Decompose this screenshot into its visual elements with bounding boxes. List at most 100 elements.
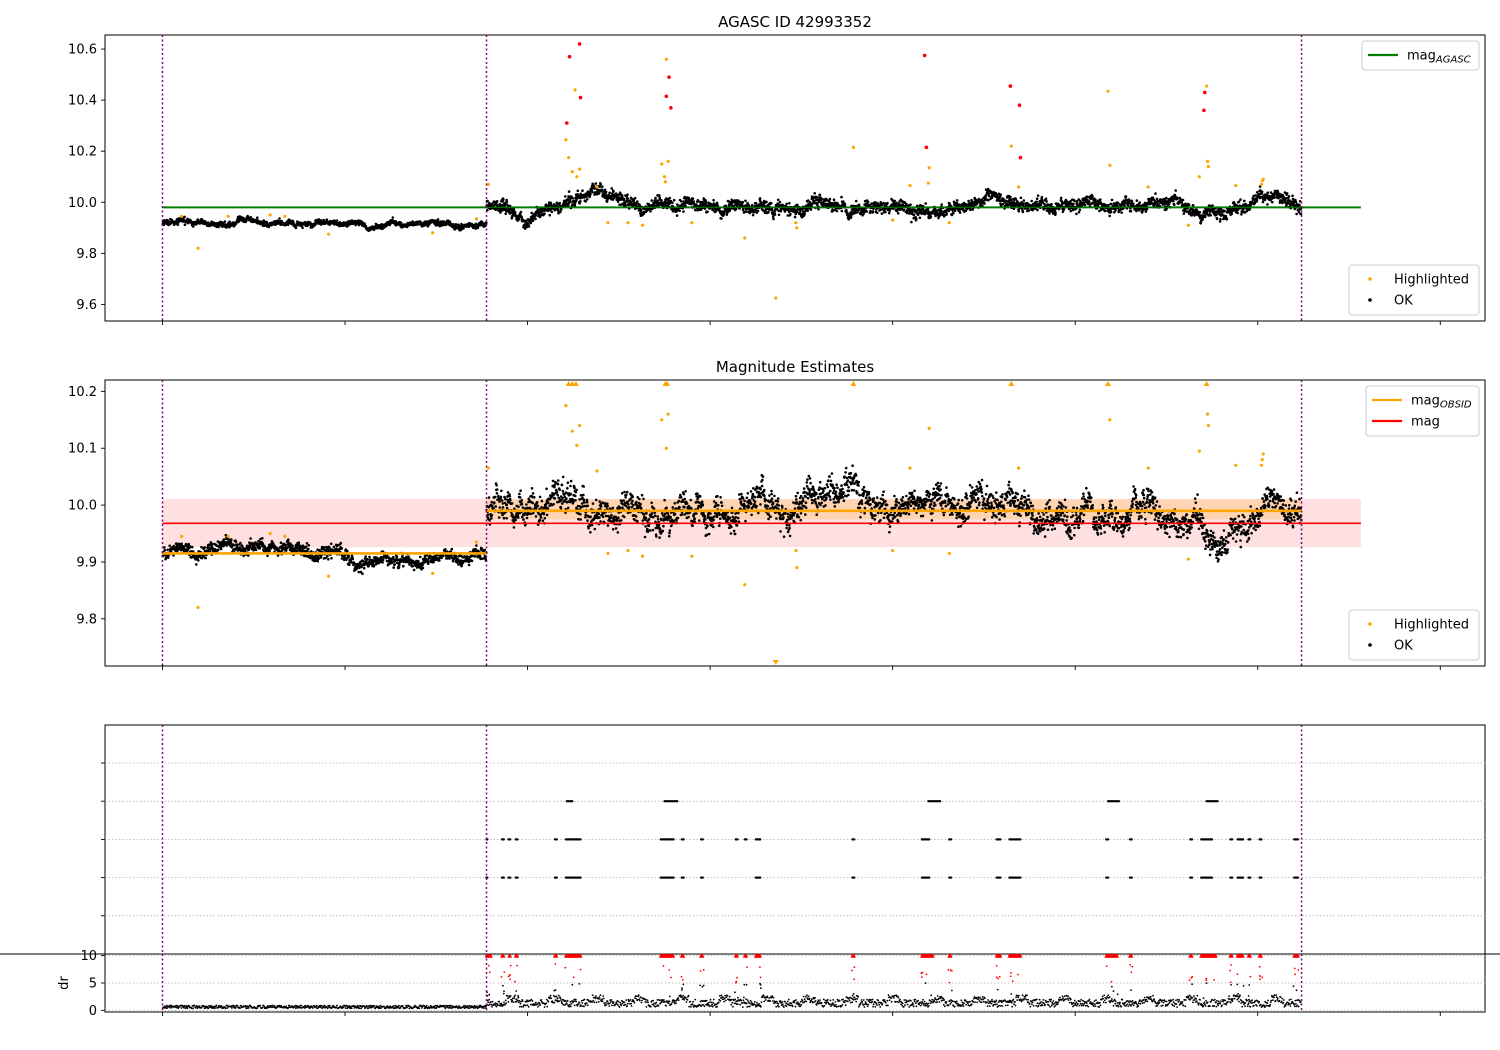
ok-point — [1180, 201, 1184, 204]
highlighted-point — [664, 57, 668, 61]
ok-point — [1236, 211, 1239, 215]
ok-point — [1094, 198, 1097, 201]
ok-point — [1198, 211, 1202, 214]
ok-point — [654, 196, 657, 200]
ok-point — [347, 555, 351, 558]
highlighted-point — [927, 166, 931, 170]
ok-point — [416, 223, 420, 226]
ok-point — [1187, 203, 1191, 207]
ok-point — [772, 217, 775, 221]
ok-point — [783, 210, 787, 213]
ok-point — [668, 196, 672, 200]
flagged-point — [1008, 84, 1013, 88]
ok-point — [817, 207, 820, 211]
axes-frame — [104, 34, 1486, 322]
legend-label: Highlighted — [1394, 273, 1469, 288]
ok-point — [1099, 198, 1102, 201]
ok-point — [884, 210, 887, 214]
panel-title: Magnitude Estimates — [716, 358, 874, 376]
ok-point — [258, 546, 262, 550]
ok-point — [706, 210, 709, 214]
ok-point — [952, 211, 955, 215]
ok-point — [228, 220, 231, 223]
ok-point — [888, 209, 891, 212]
ok-point — [671, 201, 674, 205]
ok-point — [1281, 201, 1284, 205]
ok-point — [591, 190, 594, 194]
highlighted-point — [573, 88, 577, 92]
highlighted-point — [1106, 89, 1110, 93]
ok-point — [1019, 196, 1023, 200]
ok-point — [412, 568, 416, 572]
ok-point — [754, 208, 757, 212]
ok-point — [1271, 200, 1274, 204]
ok-point — [335, 219, 339, 222]
ok-point — [330, 556, 333, 560]
ok-point — [632, 199, 636, 202]
ok-point — [1211, 204, 1214, 207]
ok-point — [200, 545, 203, 549]
ok-point — [392, 555, 395, 559]
ok-point — [479, 224, 483, 227]
ok-point — [1073, 199, 1076, 203]
ok-point — [1130, 200, 1134, 203]
highlighted-point — [474, 217, 479, 221]
ok-point — [504, 212, 508, 215]
ok-point — [519, 210, 523, 214]
ok-point — [720, 217, 723, 220]
ok-point — [1215, 217, 1219, 221]
ok-point — [754, 201, 758, 205]
ok-point — [402, 564, 405, 568]
ok-point — [945, 212, 948, 215]
ok-point — [426, 225, 430, 228]
ok-point — [955, 199, 959, 202]
ok-point — [1291, 197, 1295, 201]
highlighted-point — [1234, 184, 1238, 188]
ok-point — [405, 225, 409, 229]
ok-point — [849, 215, 853, 218]
ok-point — [660, 199, 663, 202]
highlighted-point — [795, 226, 799, 230]
ok-point — [1145, 207, 1149, 211]
highlighted-point — [1146, 185, 1150, 189]
ok-point — [1085, 195, 1089, 198]
ok-point — [1209, 214, 1212, 217]
ok-point — [1092, 201, 1095, 205]
ok-point — [840, 209, 844, 213]
ok-point — [808, 201, 812, 204]
flagged-point — [577, 42, 582, 46]
ok-point — [893, 199, 896, 203]
ok-point — [357, 570, 361, 574]
ok-point — [249, 537, 252, 540]
highlighted-point — [1205, 159, 1210, 164]
ok-point — [1172, 203, 1176, 207]
ok-point — [1191, 204, 1195, 207]
ok-point — [818, 193, 822, 197]
ok-point — [1266, 191, 1269, 194]
ok-point — [865, 210, 868, 213]
ok-point — [438, 559, 441, 562]
ok-point — [880, 212, 884, 215]
ok-point — [1110, 198, 1114, 202]
ok-point — [166, 548, 169, 552]
ok-point — [1219, 217, 1222, 221]
ok-point — [567, 190, 571, 193]
ok-point — [773, 213, 777, 216]
ok-point — [845, 209, 848, 212]
ok-point — [316, 559, 320, 563]
ok-point — [1017, 210, 1021, 213]
ok-point — [605, 200, 609, 203]
ok-point — [232, 544, 236, 547]
ok-point — [871, 210, 875, 213]
ok-point — [284, 549, 288, 552]
ok-point — [734, 207, 738, 211]
ok-point — [505, 200, 509, 204]
ok-point — [1287, 195, 1291, 198]
ok-point — [392, 566, 396, 569]
highlighted-point — [570, 170, 574, 174]
ok-point — [987, 194, 991, 198]
ok-point — [278, 217, 281, 220]
ok-point — [427, 560, 430, 563]
ok-point — [395, 555, 399, 559]
